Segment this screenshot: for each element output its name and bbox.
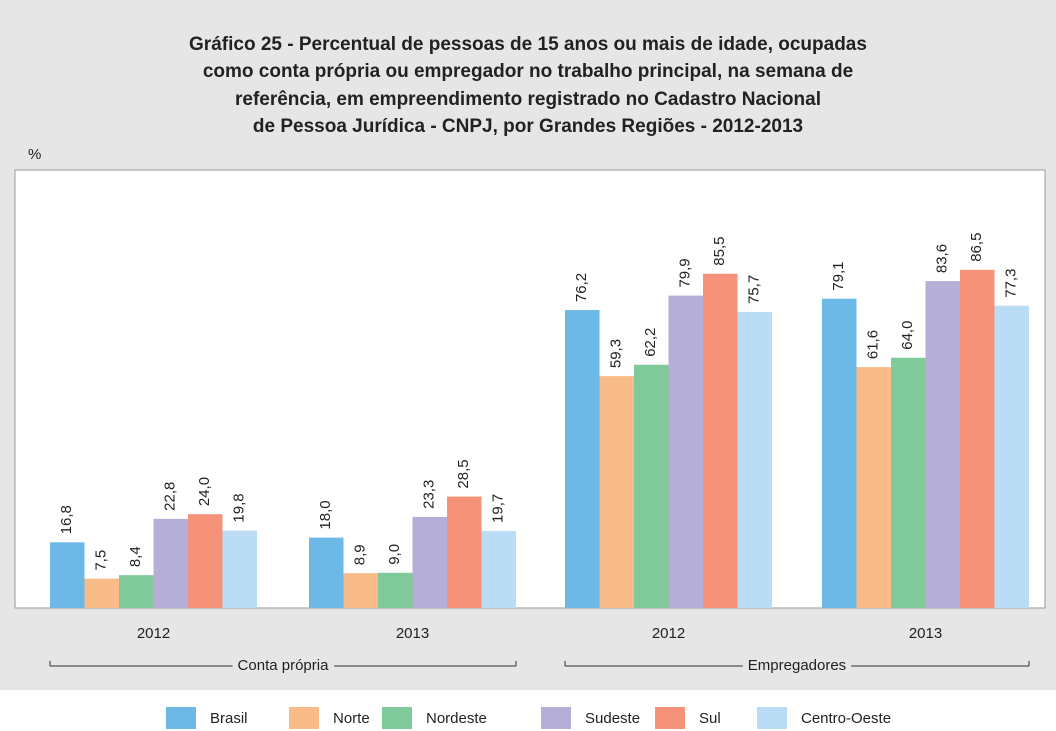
bar: [309, 537, 344, 608]
data-label: 75,7: [746, 275, 763, 304]
data-label: 8,4: [127, 546, 144, 567]
data-label: 76,2: [573, 273, 590, 302]
bar: [222, 530, 257, 608]
bar: [119, 575, 154, 608]
data-label: 8,9: [352, 544, 369, 565]
legend-swatch: [541, 707, 571, 729]
x-tick-label: 2013: [396, 625, 429, 642]
legend-label: Sudeste: [585, 710, 640, 727]
data-label: 64,0: [899, 321, 916, 350]
data-label: 23,3: [421, 480, 438, 509]
bar: [565, 310, 600, 608]
chart-title: de Pessoa Jurídica - CNPJ, por Grandes R…: [253, 116, 803, 137]
legend-swatch: [166, 707, 196, 729]
data-label: 85,5: [711, 236, 728, 265]
data-label: 18,0: [317, 500, 334, 529]
group-label-background: [232, 656, 335, 674]
legend-label: Nordeste: [426, 710, 487, 727]
legend-swatch: [382, 707, 412, 729]
chart-title: referência, em empreendimento registrado…: [235, 89, 821, 110]
x-tick-label: 2012: [652, 625, 685, 642]
legend-label: Centro-Oeste: [801, 710, 891, 727]
bar: [925, 281, 960, 608]
data-label: 62,2: [642, 328, 659, 357]
data-label: 77,3: [1003, 269, 1020, 298]
bar: [447, 496, 482, 608]
data-label: 86,5: [968, 233, 985, 262]
bar: [378, 572, 413, 608]
bar: [737, 312, 772, 608]
legend-swatch: [289, 707, 319, 729]
bar: [153, 518, 188, 608]
bar: [84, 578, 119, 608]
data-label: 7,5: [93, 550, 110, 571]
data-label: 59,3: [608, 339, 625, 368]
chart-title: Gráfico 25 - Percentual de pessoas de 15…: [189, 34, 867, 55]
data-label: 83,6: [934, 244, 951, 273]
data-label: 24,0: [196, 477, 213, 506]
bar: [960, 269, 995, 608]
bar: [343, 573, 378, 608]
bar: [822, 298, 857, 608]
legend-background: [0, 690, 1056, 731]
bar: [994, 305, 1029, 608]
bar: [412, 516, 447, 608]
group-label-background: [742, 656, 852, 674]
bar: [668, 295, 703, 608]
data-label: 79,1: [830, 262, 847, 291]
group-label: Conta própria: [238, 657, 330, 674]
bar: [481, 530, 516, 608]
legend-swatch: [757, 707, 787, 729]
x-tick-label: 2012: [137, 625, 170, 642]
bar: [703, 273, 738, 608]
legend-label: Brasil: [210, 710, 248, 727]
data-label: 16,8: [58, 505, 75, 534]
data-label: 19,7: [490, 494, 507, 523]
data-label: 22,8: [162, 482, 179, 511]
bar: [856, 367, 891, 608]
data-label: 28,5: [455, 459, 472, 488]
legend-label: Norte: [333, 710, 370, 727]
data-label: 61,6: [865, 330, 882, 359]
y-unit: %: [28, 146, 41, 163]
chart-title: como conta própria ou empregador no trab…: [203, 61, 853, 82]
data-label: 19,8: [231, 493, 248, 522]
data-label: 79,9: [677, 258, 694, 287]
legend-swatch: [655, 707, 685, 729]
bar: [634, 364, 669, 608]
bar: [599, 376, 634, 608]
x-tick-label: 2013: [909, 625, 942, 642]
group-label: Empregadores: [748, 657, 846, 674]
bar: [891, 357, 926, 608]
data-label: 9,0: [386, 544, 403, 565]
bar: [188, 514, 223, 608]
legend-label: Sul: [699, 710, 721, 727]
bar: [50, 542, 85, 608]
